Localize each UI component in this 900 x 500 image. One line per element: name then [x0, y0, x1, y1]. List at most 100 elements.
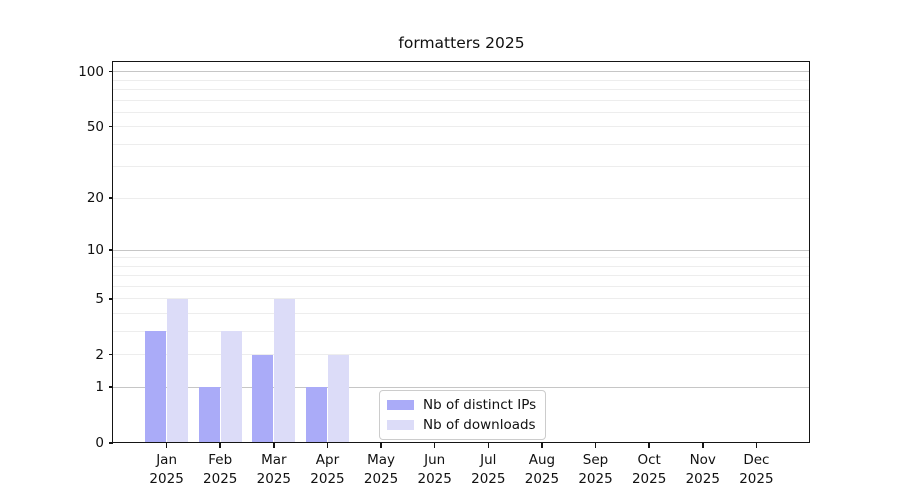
- legend-row: Nb of downloads: [387, 417, 536, 433]
- x-tick-year: 2025: [685, 471, 720, 487]
- chart-title: formatters 2025: [398, 34, 525, 52]
- bar-downloads: [327, 354, 349, 443]
- minor-gridline: [113, 330, 810, 332]
- x-tick-year: 2025: [524, 471, 560, 487]
- x-tick-month: Nov: [689, 452, 716, 468]
- legend-row: Nb of distinct IPs: [387, 397, 536, 413]
- legend: Nb of distinct IPs Nb of downloads: [379, 390, 547, 440]
- minor-gridline: [113, 197, 810, 199]
- x-tick-label: Oct 2025: [619, 451, 679, 489]
- x-tick-label: Jun 2025: [405, 451, 465, 489]
- minor-gridline: [113, 265, 810, 267]
- x-tick-label: Feb 2025: [190, 451, 250, 489]
- y-tick: [108, 442, 113, 444]
- legend-swatch-icon: [387, 420, 414, 430]
- x-tick-year: 2025: [149, 471, 184, 487]
- x-tick: [541, 443, 543, 448]
- x-tick-year: 2025: [310, 471, 345, 487]
- minor-gridline: [113, 257, 810, 259]
- bar-distinct-ips: [252, 354, 274, 443]
- x-tick-month: Jun: [424, 452, 446, 468]
- x-tick-label: Mar 2025: [244, 451, 304, 489]
- y-tick: [108, 249, 113, 251]
- x-tick: [326, 443, 329, 448]
- x-tick-year: 2025: [631, 471, 667, 487]
- x-tick-month: Feb: [208, 452, 233, 468]
- y-tick-label: 0: [95, 435, 104, 451]
- x-tick-label: Jul 2025: [458, 451, 518, 489]
- x-tick-label: Sep 2025: [566, 451, 626, 489]
- x-tick-label: Aug 2025: [512, 451, 572, 489]
- legend-swatch-icon: [387, 400, 414, 410]
- x-tick-month: Sep: [582, 452, 609, 468]
- x-tick-label: Dec 2025: [726, 451, 786, 489]
- y-tick: [108, 298, 113, 300]
- plot-border: [112, 61, 810, 443]
- bar-downloads: [167, 298, 189, 443]
- x-tick-year: 2025: [203, 471, 238, 487]
- x-tick-month: Apr: [315, 452, 340, 468]
- minor-gridline: [113, 88, 810, 90]
- x-tick-month: Aug: [528, 452, 556, 468]
- x-tick-label: Apr 2025: [297, 451, 357, 489]
- y-tick: [108, 197, 113, 199]
- x-tick-label: Nov 2025: [673, 451, 733, 489]
- x-tick: [380, 443, 382, 448]
- bar-downloads: [220, 331, 242, 443]
- minor-gridline: [113, 99, 810, 101]
- x-tick-month: Jan: [156, 452, 178, 468]
- bar-downloads: [274, 298, 296, 443]
- y-tick-label: 50: [86, 118, 104, 135]
- minor-gridline: [113, 79, 810, 81]
- x-tick-label: Jan 2025: [137, 451, 197, 489]
- minor-gridline: [113, 298, 810, 300]
- legend-label: Nb of distinct IPs: [423, 397, 537, 413]
- legend-label: Nb of downloads: [423, 417, 536, 433]
- x-tick-year: 2025: [471, 471, 506, 487]
- x-tick-year: 2025: [363, 471, 399, 487]
- x-tick-year: 2025: [256, 471, 292, 487]
- y-tick-label: 1: [95, 379, 104, 396]
- y-tick-label: 100: [78, 63, 104, 80]
- x-tick: [702, 443, 704, 448]
- bar-distinct-ips: [305, 387, 327, 443]
- x-tick: [273, 443, 275, 448]
- x-tick: [165, 443, 168, 448]
- minor-gridline: [113, 143, 810, 145]
- x-tick-month: May: [367, 452, 396, 468]
- y-tick: [108, 125, 113, 128]
- minor-gridline: [113, 111, 810, 113]
- y-tick: [108, 386, 113, 388]
- x-tick: [433, 443, 436, 448]
- x-tick-month: Dec: [743, 452, 770, 468]
- bar-distinct-ips: [198, 387, 220, 443]
- y-tick-label: 10: [86, 242, 104, 259]
- minor-gridline: [113, 126, 810, 128]
- x-tick-year: 2025: [578, 471, 613, 487]
- y-tick: [108, 353, 113, 356]
- x-tick-year: 2025: [739, 471, 774, 487]
- x-tick-month: Oct: [637, 452, 661, 468]
- x-tick: [648, 443, 650, 448]
- y-tick: [108, 70, 113, 73]
- x-tick-month: Mar: [261, 452, 287, 468]
- y-tick-label: 20: [86, 190, 104, 207]
- x-tick: [487, 443, 490, 448]
- minor-gridline: [113, 354, 810, 356]
- minor-gridline: [113, 275, 810, 277]
- x-tick: [755, 443, 758, 448]
- bar-distinct-ips: [145, 331, 167, 443]
- major-gridline: [113, 71, 810, 73]
- major-gridline: [113, 386, 810, 388]
- x-tick-month: Jul: [480, 452, 497, 468]
- x-tick-label: May 2025: [351, 451, 411, 489]
- y-tick-label: 2: [95, 346, 104, 363]
- minor-gridline: [113, 313, 810, 315]
- x-tick: [219, 443, 221, 448]
- y-tick-label: 5: [95, 290, 104, 307]
- major-gridline: [113, 249, 810, 251]
- x-tick-year: 2025: [417, 471, 452, 487]
- minor-gridline: [113, 285, 810, 287]
- x-tick: [594, 443, 597, 448]
